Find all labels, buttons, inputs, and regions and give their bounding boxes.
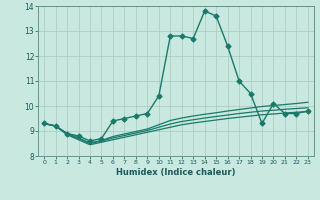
X-axis label: Humidex (Indice chaleur): Humidex (Indice chaleur) [116, 168, 236, 177]
